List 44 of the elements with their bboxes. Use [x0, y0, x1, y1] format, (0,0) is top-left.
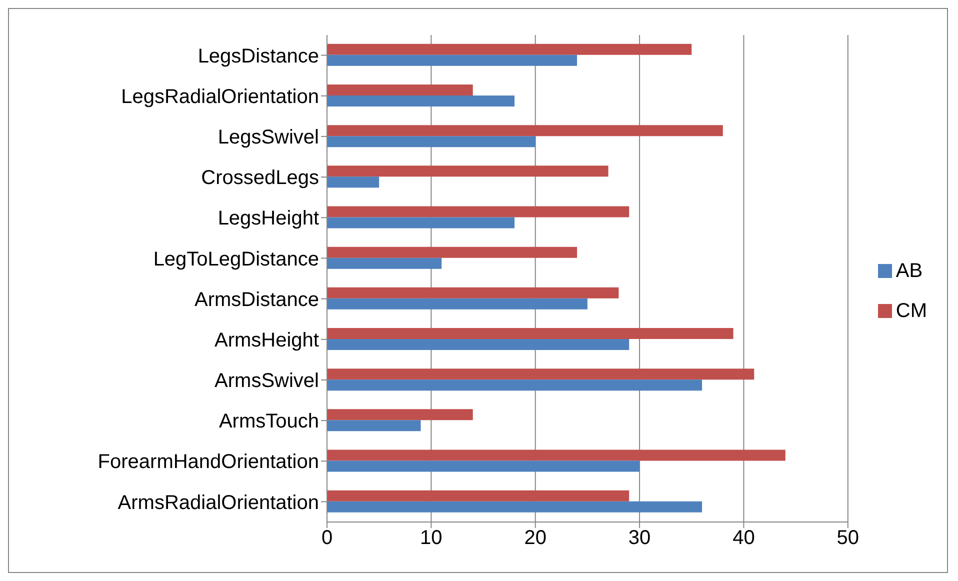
y-tick-label: LegsHeight: [218, 208, 320, 230]
y-tick-label: LegsDistance: [198, 45, 319, 68]
bar: [327, 246, 578, 258]
bar: [327, 54, 578, 66]
bar: [327, 136, 536, 148]
y-tick-label: ArmsDistance: [194, 288, 319, 311]
y-tick-label: LegsSwivel: [218, 126, 319, 149]
bar: [327, 328, 734, 340]
bar: [327, 125, 723, 136]
bar: [327, 460, 640, 472]
y-tick-label: ArmsTouch: [218, 410, 319, 433]
bar: [327, 501, 702, 512]
bar: [327, 258, 442, 269]
x-tick-label: 20: [524, 527, 546, 550]
y-tick-label: ForearmHandOrientation: [98, 451, 319, 474]
bar: [327, 339, 630, 350]
bar: [327, 176, 380, 188]
x-tick-label: 30: [628, 527, 651, 550]
y-tick-label: CrossedLegs: [201, 167, 319, 190]
bar: [327, 450, 786, 461]
bar: [327, 44, 692, 55]
y-tick-label: ArmsHeight: [214, 329, 320, 352]
bar: [327, 166, 608, 177]
bar: [327, 409, 473, 420]
y-tick-label: ArmsRadialOrientation: [118, 492, 319, 514]
x-tick-label: 10: [420, 527, 442, 550]
bar: [327, 206, 630, 218]
y-tick-label: LegToLegDistance: [153, 248, 319, 270]
bar: [327, 96, 515, 107]
bar: [327, 368, 754, 380]
y-tick-label: ArmsSwivel: [214, 370, 319, 392]
x-tick-label: 0: [321, 527, 333, 550]
y-tick-label: LegsRadialOrientation: [121, 86, 319, 108]
bar: [327, 287, 619, 298]
bar: [327, 84, 473, 96]
legend-label: CM: [896, 300, 927, 322]
x-tick-label: 50: [836, 527, 860, 550]
bar: [327, 490, 630, 502]
bar: [327, 217, 515, 228]
bar: [327, 298, 588, 310]
bar: [327, 420, 421, 432]
legend-label: AB: [896, 260, 923, 282]
x-tick-label: 40: [732, 527, 755, 550]
bar: [327, 380, 702, 391]
